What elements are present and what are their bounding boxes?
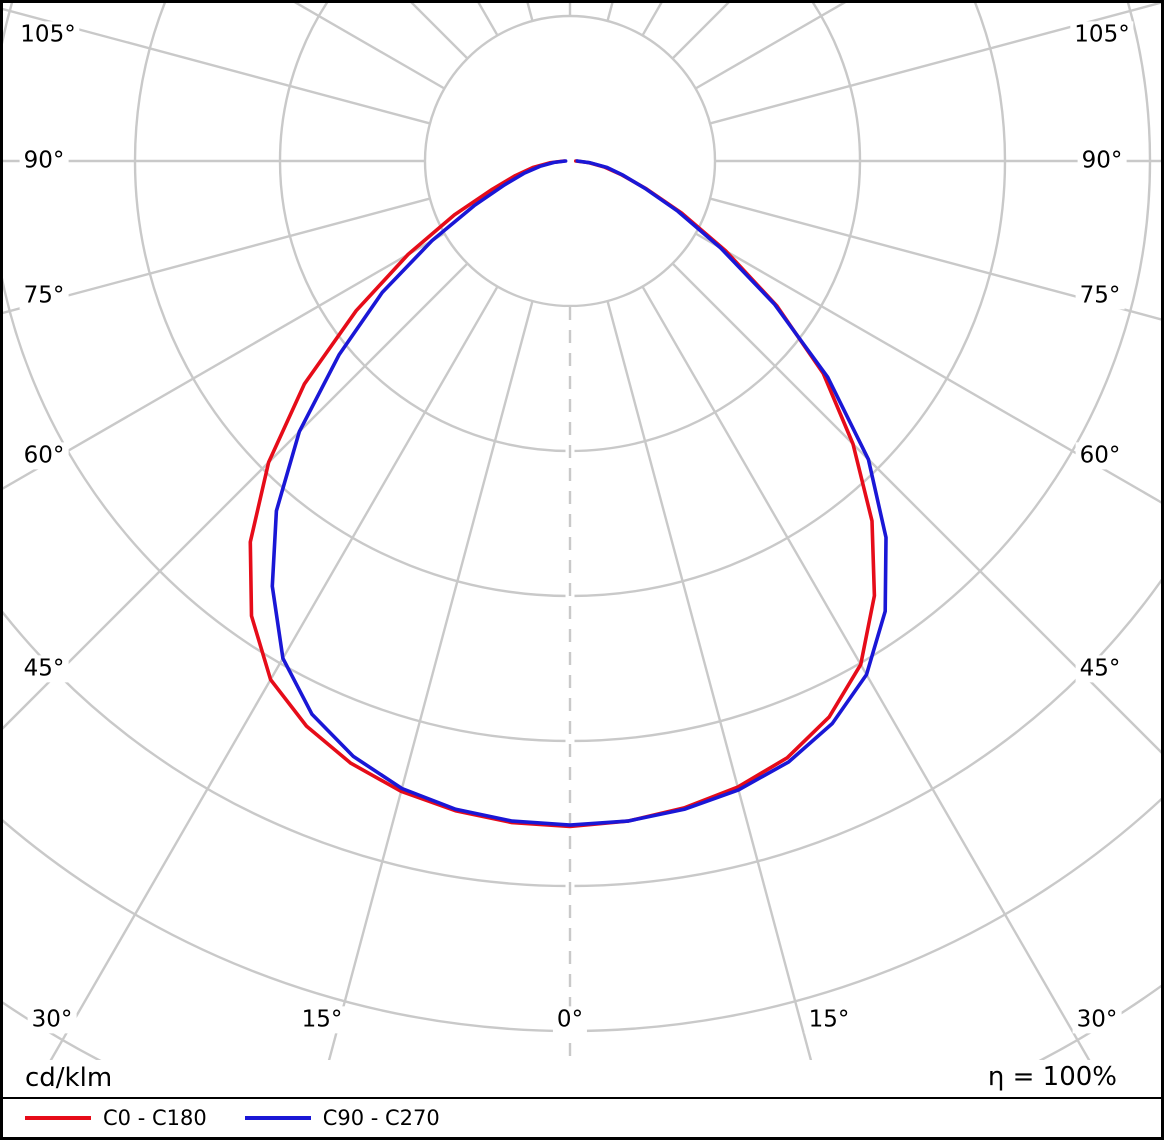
legend-line-c90-c270: [244, 1116, 311, 1120]
curve-c90-c270: [270, 159, 888, 827]
curve-c0-c180: [248, 159, 877, 829]
legend-label-c90-c270: C90 - C270: [322, 1106, 440, 1130]
legend: C0 - C180 C90 - C270: [25, 1102, 440, 1134]
legend-line-c0-c180: [25, 1116, 91, 1120]
efficiency-label: η = 100%: [987, 1062, 1117, 1092]
units-label: cd/klm: [25, 1063, 113, 1093]
legend-label-c0-c180: C0 - C180: [103, 1106, 207, 1130]
footer-divider: [0, 1097, 1164, 1099]
